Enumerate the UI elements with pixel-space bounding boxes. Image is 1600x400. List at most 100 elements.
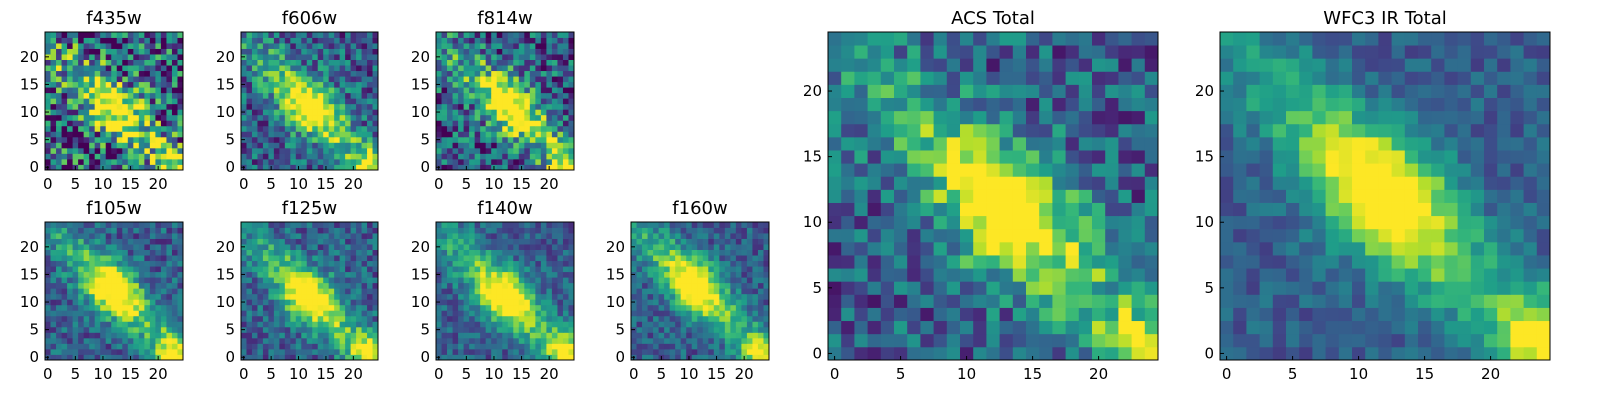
- heatmap-cell: [138, 125, 145, 132]
- heatmap-cell: [345, 288, 351, 295]
- heatmap-cell: [334, 293, 341, 300]
- heatmap-cell: [241, 255, 247, 262]
- heatmap-cell: [100, 249, 107, 256]
- heatmap-cell: [867, 136, 882, 151]
- heatmap-cell: [562, 222, 569, 228]
- heatmap-cell: [719, 266, 726, 273]
- heatmap-cell: [946, 241, 961, 256]
- heatmap-cell: [491, 87, 498, 94]
- heatmap-cell: [562, 103, 569, 110]
- heatmap-cell: [1144, 123, 1159, 138]
- heatmap-cell: [1118, 294, 1132, 308]
- heatmap-cell: [1131, 163, 1146, 177]
- heatmap-cell: [89, 164, 96, 171]
- heatmap-cell: [933, 215, 948, 230]
- heatmap-cell: [323, 136, 330, 143]
- heatmap-cell: [518, 70, 525, 77]
- heatmap-cell: [735, 337, 742, 344]
- heatmap-cell: [138, 158, 145, 165]
- heatmap-cell: [496, 315, 503, 322]
- heatmap-cell: [535, 43, 542, 49]
- heatmap-cell: [960, 281, 974, 295]
- heatmap-cell: [757, 282, 764, 289]
- heatmap-cell: [999, 333, 1014, 348]
- heatmap-cell: [177, 81, 184, 88]
- heatmap-cell: [67, 32, 73, 38]
- heatmap-cell: [257, 227, 264, 234]
- heatmap-cell: [350, 59, 357, 66]
- heatmap-cell: [513, 282, 520, 289]
- heatmap-cell: [177, 54, 184, 60]
- heatmap-cell: [334, 260, 341, 267]
- heatmap-cell: [946, 123, 961, 138]
- heatmap-cell: [647, 244, 654, 250]
- heatmap-cell: [284, 244, 291, 250]
- heatmap-cell: [441, 92, 448, 99]
- heatmap-cell: [111, 326, 118, 333]
- heatmap-cell: [290, 158, 297, 165]
- heatmap-cell: [557, 37, 564, 44]
- heatmap-cell: [507, 153, 514, 160]
- heatmap-cell: [631, 332, 637, 339]
- heatmap-cell: [105, 310, 112, 317]
- heatmap-cell: [78, 37, 85, 44]
- heatmap-cell: [557, 142, 564, 149]
- heatmap-cell: [241, 288, 247, 295]
- heatmap-cell: [89, 59, 96, 66]
- heatmap-cell: [686, 282, 693, 289]
- heatmap-cell: [268, 293, 275, 300]
- heatmap-cell: [507, 222, 514, 228]
- heatmap-cell: [262, 354, 269, 361]
- heatmap-cell: [111, 164, 118, 171]
- heatmap-cell: [67, 43, 73, 49]
- heatmap-cell: [480, 271, 487, 278]
- heatmap-cell: [735, 227, 742, 234]
- heatmap-cell: [328, 158, 335, 165]
- heatmap-cell: [257, 277, 264, 284]
- heatmap-cell: [507, 98, 514, 105]
- heatmap-cell: [334, 271, 341, 278]
- heatmap-cell: [480, 76, 487, 83]
- heatmap-cell: [268, 249, 275, 256]
- heatmap-cell: [502, 244, 509, 250]
- heatmap-cell: [345, 37, 351, 44]
- heatmap-cell: [557, 249, 564, 256]
- heatmap-cell: [752, 260, 759, 267]
- heatmap-cell: [116, 255, 123, 262]
- heatmap-cell: [72, 120, 79, 127]
- heatmap-cell: [452, 310, 459, 317]
- heatmap-cell: [999, 202, 1014, 217]
- heatmap-cell: [535, 158, 542, 165]
- heatmap-cell: [469, 87, 476, 94]
- heatmap-cell: [933, 281, 948, 295]
- heatmap-cell: [339, 315, 346, 322]
- heatmap-cell: [557, 354, 564, 361]
- heatmap-cell: [485, 299, 492, 306]
- heatmap-cell: [50, 266, 57, 273]
- heatmap-cell: [177, 65, 184, 72]
- heatmap-cell: [436, 125, 442, 132]
- heatmap-cell: [757, 249, 764, 256]
- heatmap-cell: [658, 315, 665, 322]
- heatmap-cell: [100, 65, 107, 72]
- heatmap-cell: [568, 326, 575, 333]
- heatmap-cell: [246, 114, 253, 121]
- heatmap-cell: [562, 114, 569, 121]
- y-tick-label: 20: [411, 48, 430, 66]
- heatmap-cell: [735, 244, 742, 250]
- heatmap-cell: [361, 277, 368, 284]
- heatmap-cell: [290, 103, 297, 110]
- heatmap-cell: [546, 343, 553, 350]
- heatmap-cell: [246, 87, 253, 94]
- heatmap-cell: [469, 76, 476, 83]
- heatmap-cell: [474, 238, 481, 245]
- heatmap-cell: [841, 163, 855, 177]
- heatmap-cell: [334, 32, 341, 38]
- heatmap-cell: [529, 255, 536, 262]
- heatmap-cell: [133, 98, 140, 105]
- heatmap-cell: [56, 98, 62, 105]
- heatmap-cell: [246, 70, 253, 77]
- heatmap-cell: [160, 125, 167, 132]
- heatmap-cell: [746, 222, 753, 228]
- heatmap-cell: [127, 131, 134, 138]
